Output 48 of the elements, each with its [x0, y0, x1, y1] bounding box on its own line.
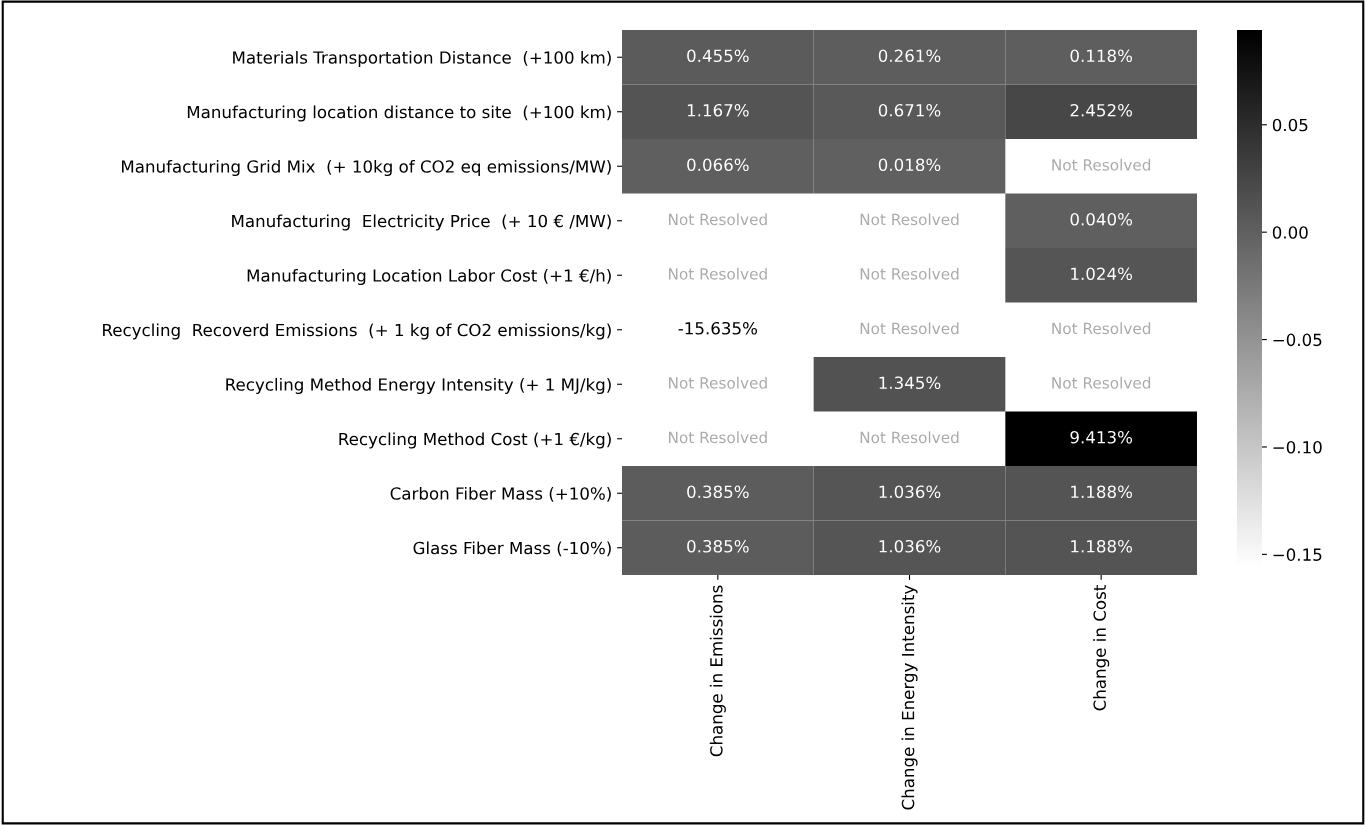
data-label: 0.018% [878, 158, 941, 172]
color-bar-label: −0.15 [1273, 548, 1322, 561]
data-label: 0.385% [687, 485, 749, 499]
x-tick-label: Change in Cost [1093, 585, 1110, 711]
data-label: 0.385% [687, 539, 749, 553]
x-tick-label: Change in Energy Intensity [901, 585, 918, 810]
color-bar-label: 0.05 [1272, 118, 1308, 132]
text: Not Resolved [860, 431, 959, 444]
color-bar-label: 0.00 [1272, 226, 1308, 239]
text: Not Resolved [669, 376, 767, 389]
data-label: 1.188% [1071, 539, 1133, 553]
y-tick-label: Manufacturing Location Labor Cost (+1 €/h) [247, 268, 611, 286]
data-label: 0.118% [1070, 49, 1133, 63]
data-label: 1.345% [879, 376, 941, 390]
color-bar-label: −0.10 [1273, 440, 1322, 454]
color-bar-label: −0.05 [1273, 333, 1322, 347]
data-label: 0.671% [878, 103, 941, 117]
y-tick-label: Manufacturing Electricity Price (+ 10 € /MW) [232, 214, 611, 231]
text: Not Resolved [860, 213, 959, 226]
data-label: 0.455% [687, 49, 749, 63]
y-tick-label: Glass Fiber Mass (-10%) [413, 541, 611, 557]
text: Not Resolved [1052, 158, 1151, 171]
data-label: 1.036% [879, 485, 941, 499]
y-tick-label: Recycling Method Energy Intensity (+ 1 MJ/kg) [226, 377, 611, 395]
y-tick-label: Materials Transportation Distance (+100 km) [233, 50, 611, 68]
data-label: 1.024% [1071, 267, 1133, 281]
data-label: 9.413% [1070, 430, 1133, 444]
y-tick-label: Manufacturing location distance to site (+100 km) [187, 105, 611, 122]
data-label: 0.040% [1070, 212, 1133, 226]
data-label: 1.188% [1071, 485, 1133, 499]
text: Not Resolved [1052, 322, 1151, 335]
y-tick-label: Carbon Fiber Mass (+10%) [390, 486, 611, 502]
x-tick-label: Change in Emissions [709, 585, 726, 757]
y-tick-label: Manufacturing Grid Mix (+ 10kg of CO2 eq emissions/MW) [122, 159, 611, 177]
y-tick-label: Recycling Recoverd Emissions (+ 1 kg of CO2 emissions/kg) [103, 323, 611, 340]
text: Not Resolved [669, 213, 767, 226]
data-label: 1.167% [687, 103, 749, 117]
text: Not Resolved [669, 431, 767, 444]
y-tick-label: Recycling Method Cost (+1 €/kg) [339, 432, 611, 449]
data-label: 2.452% [1070, 103, 1133, 117]
text: Not Resolved [669, 267, 767, 280]
data-label: -15.635% [678, 321, 757, 335]
text: Not Resolved [1052, 376, 1151, 389]
data-label: 0.066% [687, 158, 749, 172]
text: Not Resolved [860, 267, 959, 280]
data-label: 1.036% [879, 539, 941, 553]
text: Not Resolved [860, 322, 959, 335]
data-label: 0.261% [878, 49, 941, 63]
